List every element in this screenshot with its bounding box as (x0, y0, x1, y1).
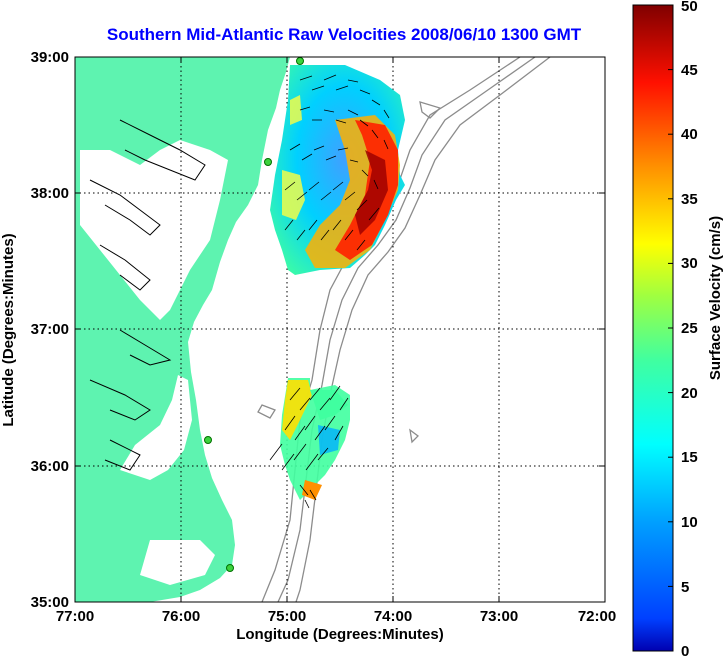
velocity-field-south (280, 378, 350, 500)
land-mass (75, 57, 290, 602)
y-tick-label: 35:00 (31, 594, 69, 611)
y-tick-label: 37:00 (31, 321, 69, 338)
colorbar-tick-label: 5 (681, 579, 689, 596)
colorbar-tick-label: 45 (681, 62, 698, 79)
y-tick-label: 39:00 (31, 49, 69, 66)
coastline-detail (89, 119, 206, 471)
colorbar-tick-label: 15 (681, 449, 698, 466)
colorbar-tick-label: 30 (681, 255, 698, 272)
colorbar-tick-labels: 0 5 10 15 20 25 30 35 40 45 50 (681, 0, 698, 659)
colorbar-tick-label: 20 (681, 385, 698, 402)
colorbar-tick-label: 10 (681, 514, 698, 531)
velocity-vectors-north (284, 74, 390, 251)
colorbar-tick-label: 0 (681, 643, 689, 659)
colorbar-label: Surface Velocity (cm/s) (707, 216, 724, 380)
x-tick-label: 73:00 (480, 608, 518, 625)
y-tick-label: 38:00 (31, 185, 69, 202)
tick-marks (75, 57, 605, 602)
colorbar-tick-label: 25 (681, 320, 698, 337)
station-marker (264, 158, 272, 166)
x-tick-label: 72:00 (578, 608, 616, 625)
colorbar-tick-label: 50 (681, 0, 698, 15)
bathymetry-contours (257, 57, 551, 602)
station-marker (226, 564, 234, 572)
x-tick-label: 77:00 (56, 608, 94, 625)
y-tick-labels: 39:00 38:00 37:00 36:00 35:00 (31, 49, 69, 611)
y-axis-label: Latitude (Degrees:Minutes) (0, 233, 17, 426)
radar-station-markers (204, 57, 304, 572)
map-title: Southern Mid-Atlantic Raw Velocities 200… (107, 25, 582, 44)
colorbar-ticks (668, 4, 673, 587)
colorbar-tick-label: 35 (681, 191, 698, 208)
x-tick-label: 75:00 (268, 608, 306, 625)
velocity-field-north (270, 65, 405, 275)
station-marker (204, 436, 212, 444)
colorbar-tick-label: 40 (681, 126, 698, 143)
velocity-vectors-south (269, 385, 349, 509)
station-marker (296, 57, 304, 65)
x-tick-label: 74:00 (374, 608, 412, 625)
y-tick-label: 36:00 (31, 458, 69, 475)
x-axis-label: Longitude (Degrees:Minutes) (236, 626, 444, 643)
x-tick-label: 76:00 (162, 608, 200, 625)
colorbar (632, 4, 674, 652)
x-tick-labels: 77:00 76:00 75:00 74:00 73:00 72:00 (56, 608, 616, 625)
